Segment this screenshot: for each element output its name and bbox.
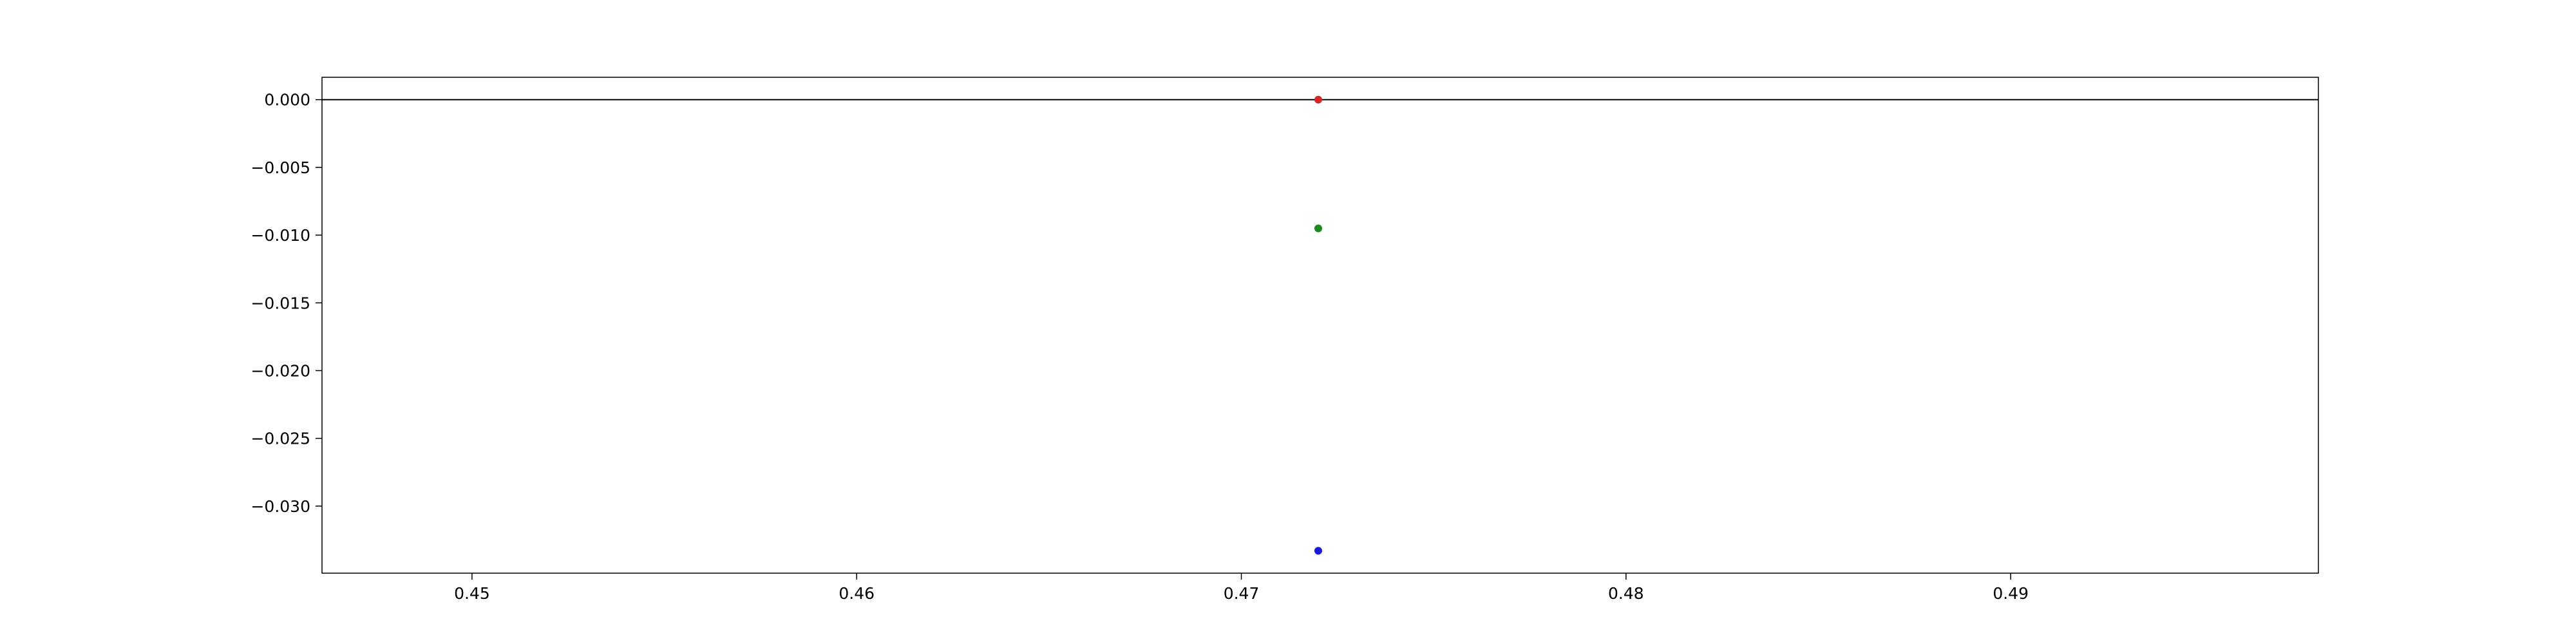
- y-axis-ticks: 0.000 −0.005 −0.010 −0.015 −0.020 −0.025 −0.03…: [251, 91, 322, 516]
- x-tick-label: 0.49: [1993, 584, 2029, 603]
- y-tick: 0.000: [264, 91, 322, 109]
- y-tick: −0.005: [251, 158, 322, 177]
- y-tick: −0.020: [251, 361, 322, 380]
- y-tick: −0.010: [251, 226, 322, 245]
- y-tick-label: −0.015: [251, 294, 310, 312]
- x-tick: 0.46: [838, 573, 875, 603]
- y-tick-label: −0.005: [251, 158, 310, 177]
- y-tick-label: −0.030: [251, 497, 310, 516]
- data-point: [1314, 95, 1323, 104]
- x-axis-ticks: 0.45 0.46 0.47 0.48 0.49: [454, 573, 2029, 603]
- x-tick: 0.49: [1993, 573, 2029, 603]
- y-tick-label: −0.010: [251, 226, 310, 245]
- x-tick-label: 0.46: [838, 584, 875, 603]
- y-tick: −0.025: [251, 430, 322, 448]
- x-tick: 0.47: [1224, 573, 1260, 603]
- data-point: [1314, 547, 1323, 555]
- x-tick: 0.45: [454, 573, 490, 603]
- data-points: [1314, 95, 1323, 555]
- x-tick: 0.48: [1608, 573, 1644, 603]
- y-tick: −0.030: [251, 497, 322, 516]
- y-tick-label: 0.000: [264, 91, 310, 109]
- y-tick: −0.015: [251, 294, 322, 312]
- x-tick-label: 0.47: [1224, 584, 1260, 603]
- data-point: [1314, 224, 1323, 232]
- y-tick-label: −0.025: [251, 430, 310, 448]
- x-tick-label: 0.48: [1608, 584, 1644, 603]
- x-tick-label: 0.45: [454, 584, 490, 603]
- plot-frame: [321, 77, 2319, 574]
- y-tick-label: −0.020: [251, 361, 310, 380]
